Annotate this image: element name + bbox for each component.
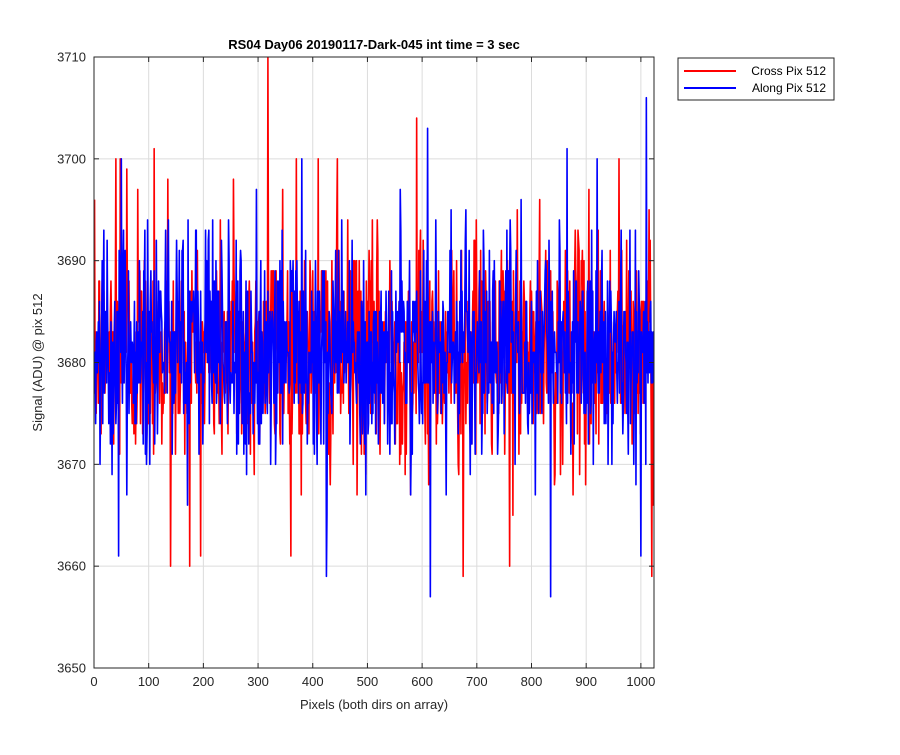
series-along-pix-line: [94, 96, 654, 598]
y-tick-label: 3660: [57, 559, 86, 574]
legend-box: [677, 57, 835, 101]
y-tick-label: 3710: [57, 50, 86, 65]
x-tick-label: 800: [521, 674, 543, 689]
y-tick-label: 3680: [57, 355, 86, 370]
x-tick-label: 600: [411, 674, 433, 689]
chart-title: RS04 Day06 20190117-Dark-045 int time = …: [228, 37, 520, 52]
x-tick-label: 500: [357, 674, 379, 689]
x-tick-label: 400: [302, 674, 324, 689]
y-tick-label: 3690: [57, 253, 86, 268]
x-axis-ticks: 0 100 200 300 400 500 600 700 800 900 1000: [90, 57, 655, 689]
y-axis-label: Signal (ADU) @ pix 512: [30, 293, 45, 431]
y-tick-label: 3650: [57, 661, 86, 676]
legend: Cross Pix 512 Along Pix 512: [677, 57, 835, 101]
legend-label-cross: Cross Pix 512: [751, 64, 826, 78]
y-axis-ticks: 3650 3660 3670 3680 3690 3700 3710: [57, 50, 654, 676]
x-tick-label: 0: [90, 674, 97, 689]
x-tick-label: 1000: [626, 674, 655, 689]
series-layer: [94, 57, 654, 598]
x-tick-label: 900: [575, 674, 597, 689]
y-tick-label: 3670: [57, 457, 86, 472]
y-tick-label: 3700: [57, 151, 86, 166]
x-tick-label: 700: [466, 674, 488, 689]
x-tick-label: 300: [247, 674, 269, 689]
legend-label-along: Along Pix 512: [752, 81, 826, 95]
x-axis-label: Pixels (both dirs on array): [300, 697, 448, 712]
x-tick-label: 200: [193, 674, 215, 689]
x-tick-label: 100: [138, 674, 160, 689]
